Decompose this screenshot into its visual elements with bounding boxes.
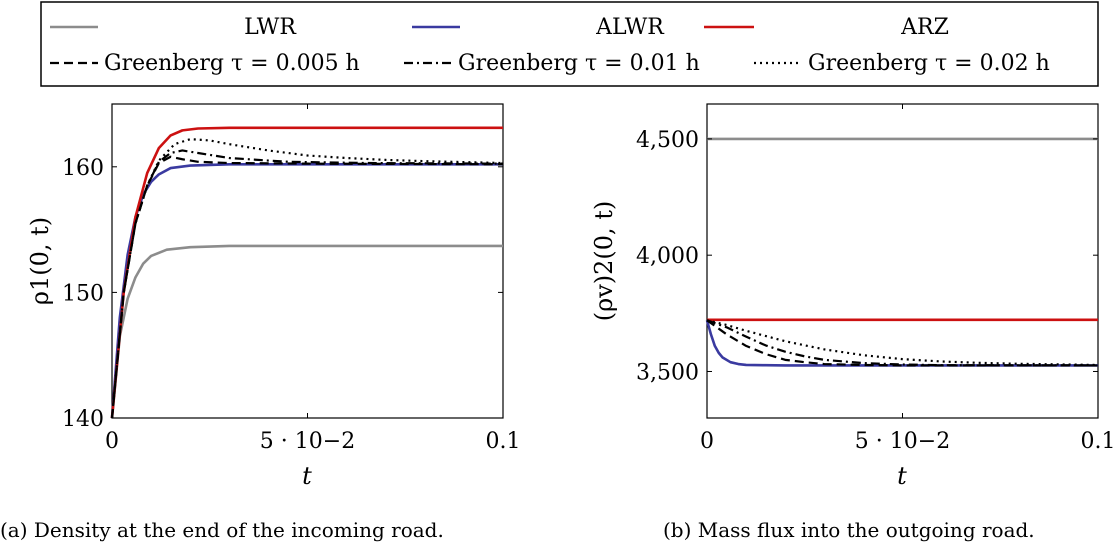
chart-a-series-0 [110,244,503,419]
chart-a-series-3 [110,155,504,419]
legend-label-1: ALWR [595,15,665,40]
chart-a-frame [111,103,504,419]
legend-label-0: LWR [244,15,297,40]
legend-box [40,1,1099,87]
chart-a-ylabel: ρ1(0, t) [26,217,54,305]
legend-label-3: Greenberg τ = 0.005 h [104,51,360,76]
chart-a-xtick-label-2: 0.1 [486,429,521,454]
chart-a-series-4 [110,149,504,419]
chart-a-series-5 [110,138,504,419]
legend: LWR ALWR ARZ Greenberg τ = 0.005 h Greenberg… [40,1,1099,87]
legend-label-5: Greenberg τ = 0.02 h [808,51,1050,76]
chart-b-ytick-label-1: 4,000 [636,244,699,269]
chart-b-series-3 [706,319,1098,367]
chart-a-ytick-label-0: 140 [62,407,104,432]
chart-a-series-2 [110,126,503,419]
chart-a-ytick-label-1: 150 [62,281,104,306]
legend-label-4: Greenberg τ = 0.01 h [458,51,700,76]
chart-b-series-4 [706,319,1099,367]
chart-a-caption: (a) Density at the end of the incoming r… [0,518,444,542]
chart-b-xtick-label-1: 5 · 10−2 [855,429,950,454]
chart-a-xtick-label-1: 5 · 10−2 [260,429,355,454]
chart-b-xlabel: t [897,462,907,490]
chart-a: 0 5 · 10−2 0.1 140 150 160 t ρ1(0, t) (a) Den… [0,103,521,542]
chart-a-series-1 [110,162,503,419]
chart-b-frame [706,103,1099,419]
legend-label-2: ARZ [900,15,949,40]
chart-b-ylabel: (ρv)2(0, t) [590,201,618,322]
chart-b-series-1 [705,319,1098,367]
chart-b-xtick-label-0: 0 [700,429,714,454]
chart-b-ytick-label-2: 4,500 [636,128,699,153]
chart-a-ytick-label-2: 160 [62,156,104,181]
chart-b-ytick-label-0: 3,500 [636,360,699,385]
chart-b-caption: (b) Mass flux into the outgoing road. [663,518,1035,542]
chart-b: 0 5 · 10−2 0.1 3,500 4,000 4,500 t (ρv)2(0, t… [590,103,1116,542]
chart-b-xtick-label-2: 0.1 [1081,429,1116,454]
chart-a-xlabel: t [302,462,312,490]
chart-a-xtick-label-0: 0 [105,429,119,454]
chart-b-series-5 [706,319,1099,367]
